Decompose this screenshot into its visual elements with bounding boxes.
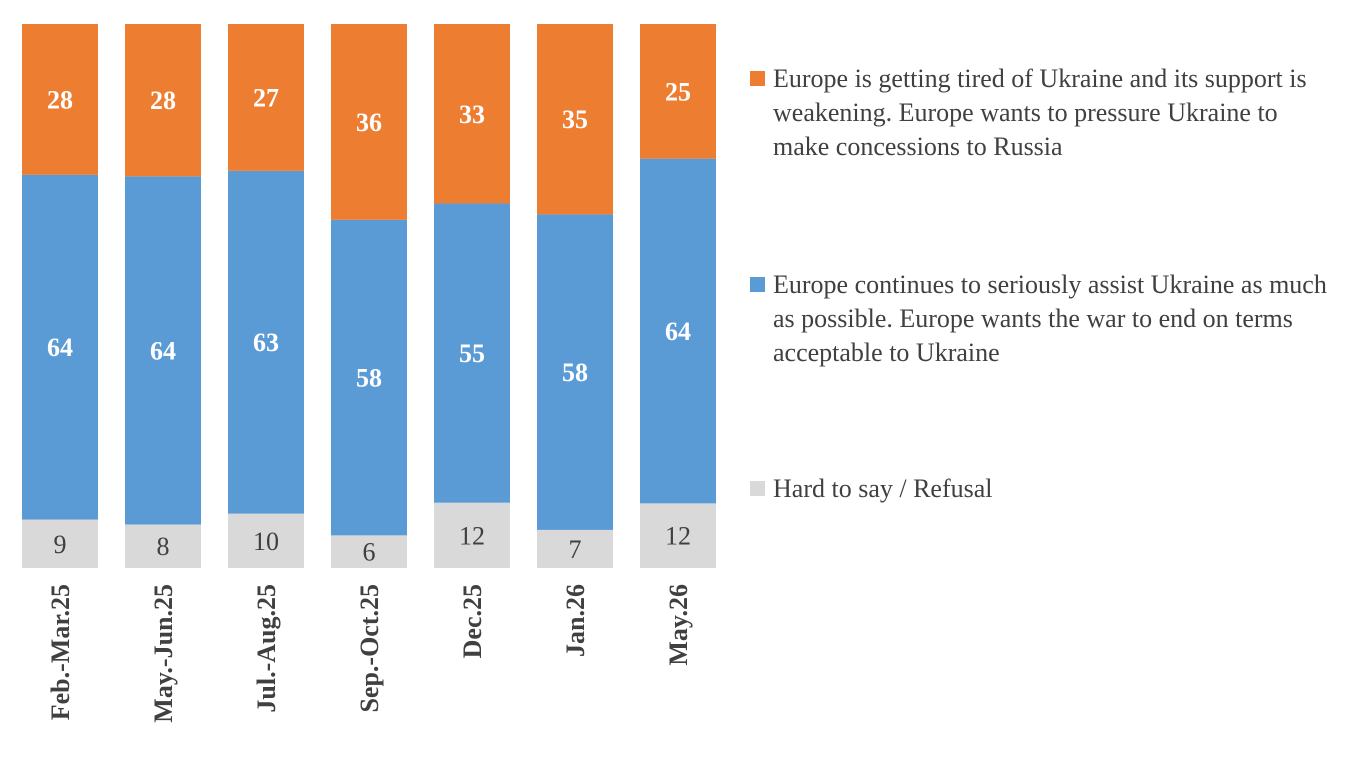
- bar-segment-tired-jan-26: [537, 24, 613, 215]
- x-tick-label-jul-aug-25: Jul.-Aug.25: [252, 584, 281, 713]
- bar-segment-tired-may-26: [640, 24, 716, 159]
- bar-segment-hard-to-say-jul-aug-25: [228, 513, 304, 568]
- data-label-hard-to-say-sep-oct-25: 6: [363, 538, 376, 567]
- data-label-tired-jul-aug-25: 27: [253, 83, 279, 112]
- bar-segment-tired-may-jun-25: [125, 24, 201, 177]
- data-label-tired-jan-26: 35: [562, 105, 588, 134]
- legend-swatch-tired: [750, 71, 765, 86]
- data-label-tired-sep-oct-25: 36: [356, 108, 382, 137]
- bar-segment-assist-jan-26: [537, 214, 613, 530]
- legend-label-tired: Europe is getting tired of Ukraine and i…: [773, 64, 1307, 161]
- bar-segment-hard-to-say-may-26: [640, 503, 716, 568]
- bar-segment-assist-may-26: [640, 158, 716, 504]
- legend-swatch-assist: [750, 277, 765, 292]
- data-label-assist-jul-aug-25: 63: [253, 328, 279, 357]
- bar-segment-hard-to-say-jan-26: [537, 529, 613, 568]
- bar-segment-assist-sep-oct-25: [331, 219, 407, 536]
- bar-segment-assist-dec-25: [434, 203, 510, 503]
- x-tick-label-may-jun-25: May.-Jun.25: [149, 584, 178, 723]
- legend-item-tired: Europe is getting tired of Ukraine and i…: [750, 62, 1328, 164]
- bar-segment-hard-to-say-feb-mar-25: [22, 519, 98, 568]
- x-tick-label-sep-oct-25: Sep.-Oct.25: [355, 584, 384, 713]
- x-tick-label-feb-mar-25: Feb.-Mar.25: [46, 584, 75, 720]
- data-label-hard-to-say-jul-aug-25: 10: [253, 527, 279, 556]
- legend-label-assist: Europe continues to seriously assist Ukr…: [773, 270, 1327, 367]
- data-label-tired-feb-mar-25: 28: [47, 85, 73, 114]
- data-label-tired-dec-25: 33: [459, 100, 485, 129]
- data-label-tired-may-26: 25: [665, 77, 691, 106]
- data-label-hard-to-say-feb-mar-25: 9: [54, 530, 67, 559]
- legend-swatch-hard-to-say: [750, 481, 765, 496]
- data-label-hard-to-say-may-26: 12: [665, 522, 691, 551]
- x-tick-label-dec-25: Dec.25: [458, 584, 487, 658]
- bar-segment-tired-dec-25: [434, 24, 510, 204]
- x-tick-label-may-26: May.26: [664, 584, 693, 666]
- x-tick-label-jan-26: Jan.26: [561, 584, 590, 657]
- data-label-assist-jan-26: 58: [562, 358, 588, 387]
- legend-item-assist: Europe continues to seriously assist Ukr…: [750, 268, 1328, 370]
- bar-segment-assist-may-jun-25: [125, 176, 201, 525]
- legend-label-hard-to-say: Hard to say / Refusal: [773, 474, 993, 503]
- bar-segment-tired-sep-oct-25: [331, 24, 407, 220]
- data-label-assist-may-jun-25: 64: [150, 336, 176, 365]
- bar-segment-tired-feb-mar-25: [22, 24, 98, 175]
- bar-segment-assist-jul-aug-25: [228, 170, 304, 514]
- legend-item-hard-to-say: Hard to say / Refusal: [750, 472, 1328, 506]
- bar-segment-tired-jul-aug-25: [228, 24, 304, 171]
- data-label-hard-to-say-may-jun-25: 8: [157, 532, 170, 561]
- bar-segment-hard-to-say-dec-25: [434, 502, 510, 568]
- data-label-hard-to-say-jan-26: 7: [569, 535, 582, 564]
- data-label-tired-may-jun-25: 28: [150, 86, 176, 115]
- data-label-assist-sep-oct-25: 58: [356, 364, 382, 393]
- data-label-assist-dec-25: 55: [459, 339, 485, 368]
- data-label-assist-feb-mar-25: 64: [47, 333, 73, 362]
- bar-segment-hard-to-say-may-jun-25: [125, 524, 201, 568]
- bar-segment-hard-to-say-sep-oct-25: [331, 535, 407, 568]
- bar-segment-assist-feb-mar-25: [22, 174, 98, 520]
- data-label-hard-to-say-dec-25: 12: [459, 521, 485, 550]
- data-label-assist-may-26: 64: [665, 317, 691, 346]
